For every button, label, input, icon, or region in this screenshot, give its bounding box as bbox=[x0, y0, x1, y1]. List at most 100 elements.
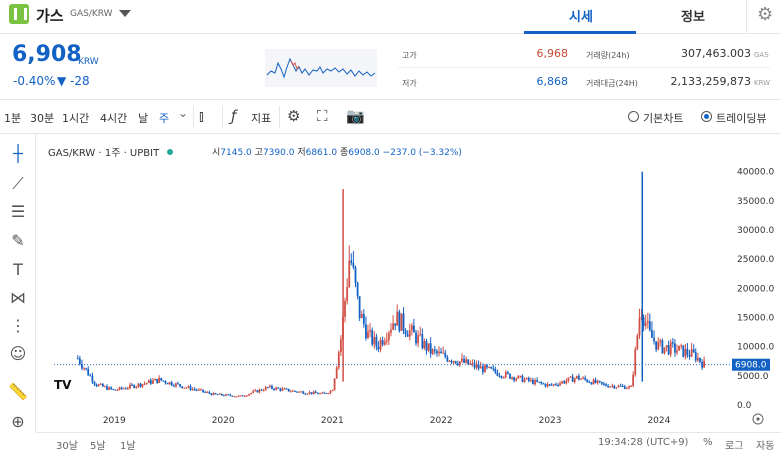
trend-line-icon[interactable]: ⟋ bbox=[12, 174, 24, 193]
interval-day[interactable]: 날 bbox=[138, 112, 149, 125]
basic-chart-label[interactable]: 기본차트 bbox=[643, 112, 684, 125]
candle-body bbox=[694, 352, 697, 361]
candle-body bbox=[369, 330, 371, 332]
settings-icon[interactable]: ⚙ bbox=[287, 107, 301, 125]
candlestick-icon[interactable]: ⫾ bbox=[199, 107, 204, 125]
scroll-end-icon-dot bbox=[756, 417, 760, 421]
candle-body bbox=[446, 357, 449, 362]
candle-body bbox=[602, 383, 605, 385]
candle-body bbox=[696, 357, 699, 361]
indicator-button[interactable]: 지표 bbox=[251, 112, 272, 125]
candle-body bbox=[106, 386, 108, 390]
candle-body bbox=[519, 375, 522, 377]
candle-body bbox=[486, 365, 488, 368]
candle-body bbox=[642, 317, 645, 326]
candle-body bbox=[442, 352, 445, 354]
candle-body bbox=[540, 382, 543, 384]
candle-body bbox=[95, 384, 98, 387]
candle-body bbox=[258, 389, 261, 393]
interval-week[interactable]: 주 bbox=[159, 112, 170, 125]
candle-body bbox=[500, 376, 503, 378]
y-tick-label: 20000.0 bbox=[737, 284, 774, 294]
candle-body bbox=[131, 384, 133, 386]
tab-quote[interactable]: 시세 bbox=[569, 10, 593, 25]
candle-body bbox=[688, 354, 691, 357]
candle-body bbox=[260, 389, 263, 391]
candle-body bbox=[671, 342, 674, 344]
candle-body bbox=[580, 378, 582, 380]
candle-body bbox=[268, 385, 271, 388]
auto-toggle[interactable]: 자동 bbox=[756, 441, 775, 452]
candle-body bbox=[220, 393, 223, 396]
candle-body bbox=[653, 337, 655, 342]
prediction-icon[interactable]: ⋮ bbox=[10, 316, 26, 335]
range-1d[interactable]: 1날 bbox=[120, 441, 136, 452]
candle-body bbox=[91, 375, 94, 383]
radio-tradingview[interactable] bbox=[701, 111, 712, 122]
candle-body bbox=[471, 362, 474, 364]
scroll-end-icon bbox=[752, 413, 764, 425]
function-icon[interactable]: ƒ bbox=[231, 107, 237, 125]
y-tick-label: 5000.0 bbox=[737, 372, 769, 382]
candle-body bbox=[202, 389, 204, 392]
candle-body bbox=[415, 332, 417, 344]
candle-body bbox=[527, 377, 530, 381]
candle-body bbox=[674, 343, 676, 353]
interval-30m[interactable]: 30분 bbox=[30, 112, 55, 125]
zoom-in-icon[interactable]: ⊕ bbox=[11, 412, 25, 431]
tradingview-label[interactable]: 트레이딩뷰 bbox=[716, 112, 767, 125]
candle-body bbox=[296, 391, 298, 393]
candle-body bbox=[124, 388, 127, 390]
gear-icon[interactable]: ⚙ bbox=[757, 4, 774, 25]
crosshair-icon[interactable]: ┼ bbox=[13, 144, 23, 163]
fullscreen-icon[interactable]: ⛶ bbox=[317, 107, 328, 125]
text-icon[interactable]: T bbox=[13, 260, 23, 279]
candle-body bbox=[634, 349, 637, 375]
chevron-down-icon[interactable] bbox=[119, 10, 131, 17]
candle-body bbox=[97, 384, 100, 387]
smiley-icon[interactable]: ☺ bbox=[9, 344, 27, 363]
drawing-toolbar: ┼ ⟋ ☰ ✎ T ⋈ ⋮ ☺ 📏 ⊕ bbox=[0, 134, 36, 434]
interval-1h[interactable]: 1시간 bbox=[62, 112, 90, 125]
candle-body bbox=[356, 282, 359, 296]
open-label: 시 bbox=[212, 148, 221, 158]
candle-body bbox=[433, 349, 436, 351]
candle-body bbox=[76, 358, 79, 360]
coin-name[interactable]: 가스 bbox=[36, 7, 64, 25]
candle-body bbox=[684, 348, 687, 357]
interval-1m[interactable]: 1분 bbox=[4, 112, 22, 125]
radio-basic-chart[interactable] bbox=[628, 111, 639, 122]
candle-body bbox=[394, 323, 397, 326]
range-5d[interactable]: 5날 bbox=[90, 441, 106, 452]
range-30d[interactable]: 30날 bbox=[56, 441, 78, 452]
status-dot-icon bbox=[167, 149, 174, 155]
candle-body bbox=[229, 394, 232, 396]
pattern-icon[interactable]: ⋈ bbox=[10, 288, 26, 307]
camera-icon[interactable]: 📷 bbox=[346, 107, 365, 125]
candle-body bbox=[103, 386, 106, 388]
candle-body bbox=[682, 345, 685, 357]
fib-lines-icon[interactable]: ☰ bbox=[10, 202, 26, 221]
percent-toggle[interactable]: % bbox=[703, 437, 713, 448]
log-toggle[interactable]: 로그 bbox=[725, 441, 744, 452]
candle-body bbox=[78, 358, 81, 365]
change-percent: -0.40% bbox=[13, 74, 56, 88]
interval-4h[interactable]: 4시간 bbox=[100, 112, 128, 125]
brush-icon[interactable]: ✎ bbox=[11, 231, 25, 250]
candle-body bbox=[143, 383, 146, 385]
ruler-icon[interactable]: 📏 bbox=[8, 382, 28, 401]
chevron-down-icon[interactable]: ⌄ bbox=[178, 106, 189, 120]
candle-body bbox=[170, 382, 173, 386]
high-label-chart: 고 bbox=[254, 148, 263, 158]
candle-body bbox=[598, 380, 601, 382]
tab-info[interactable]: 정보 bbox=[681, 10, 705, 25]
candle-body bbox=[129, 384, 131, 389]
candle-body bbox=[246, 395, 248, 397]
divider bbox=[0, 99, 781, 100]
candle-body bbox=[120, 387, 123, 389]
amount-value: 2,133,259,873 bbox=[670, 75, 751, 88]
candle-body bbox=[555, 384, 557, 386]
candle-body bbox=[99, 383, 102, 385]
sparkline-line-red bbox=[290, 60, 300, 71]
